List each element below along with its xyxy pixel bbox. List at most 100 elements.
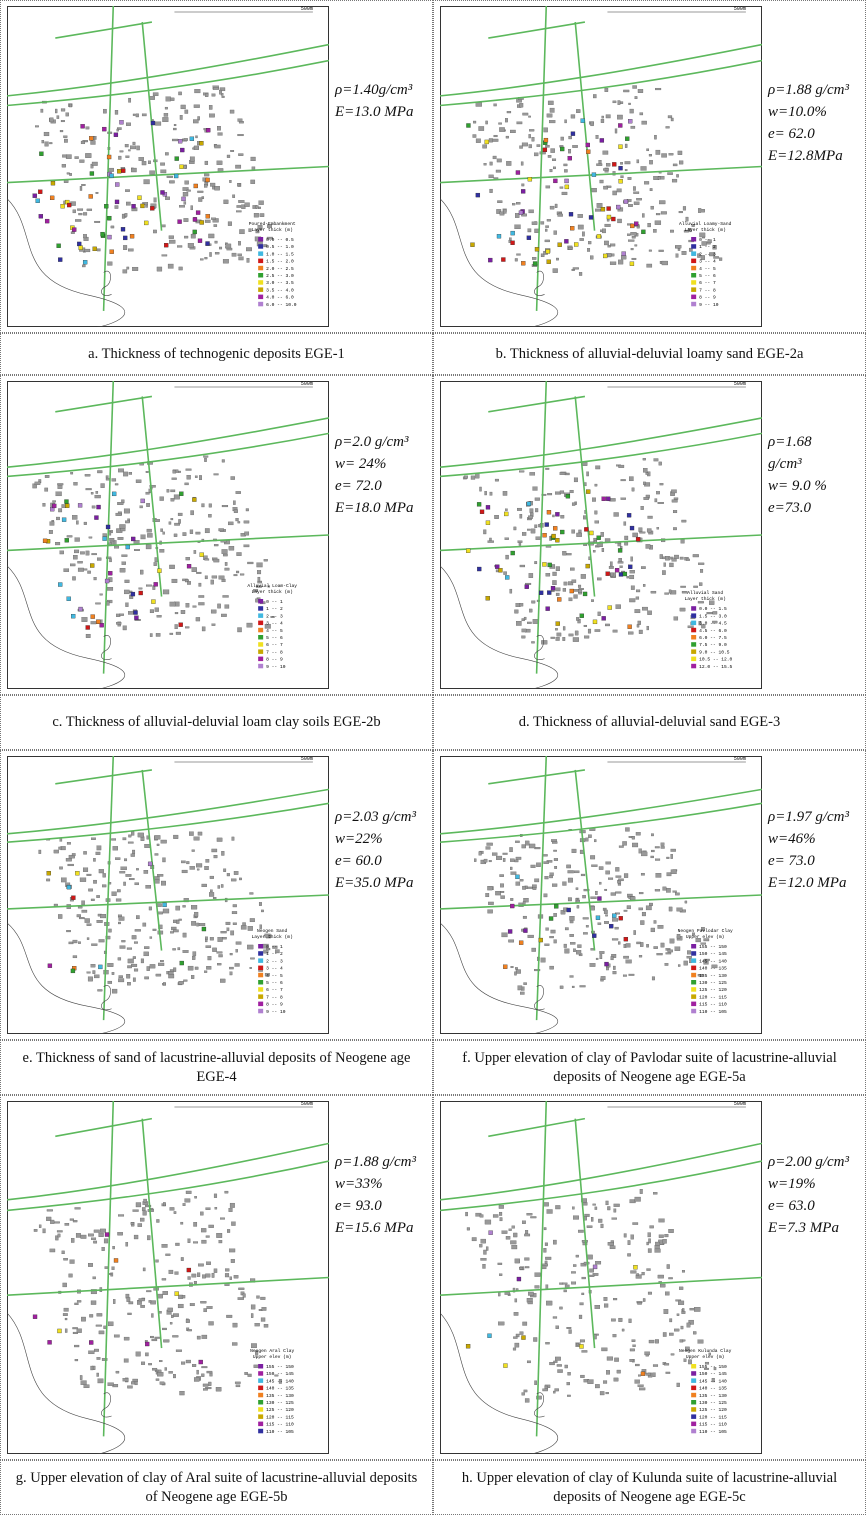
building bbox=[148, 1363, 151, 1365]
building bbox=[96, 192, 98, 194]
building bbox=[563, 588, 566, 591]
building bbox=[638, 89, 643, 92]
survey-point bbox=[33, 1315, 37, 1319]
survey-point bbox=[630, 526, 634, 530]
legend-swatch bbox=[691, 1002, 696, 1007]
building bbox=[608, 878, 613, 880]
building bbox=[588, 241, 591, 244]
building bbox=[97, 1313, 102, 1316]
building bbox=[93, 880, 96, 883]
building bbox=[551, 149, 555, 153]
legend-label: 9 -- 10 bbox=[266, 664, 286, 670]
building bbox=[184, 218, 189, 221]
survey-point bbox=[47, 871, 51, 875]
building bbox=[555, 1389, 559, 1392]
building bbox=[515, 967, 518, 969]
legend-label: 150 -- 145 bbox=[699, 1371, 727, 1377]
survey-point bbox=[504, 512, 508, 516]
building bbox=[179, 981, 184, 984]
survey-point bbox=[72, 228, 76, 232]
building bbox=[175, 612, 178, 614]
building bbox=[120, 946, 125, 949]
building bbox=[93, 1277, 96, 1279]
building bbox=[72, 853, 75, 855]
soil-parameters: ρ=1.40g/cm³E=13.0 MPa bbox=[335, 79, 413, 123]
building bbox=[601, 1348, 607, 1351]
building bbox=[545, 226, 548, 228]
building bbox=[601, 119, 604, 123]
building bbox=[524, 617, 526, 620]
building bbox=[607, 1206, 610, 1210]
legend-swatch bbox=[691, 237, 696, 242]
building bbox=[616, 605, 621, 609]
building bbox=[117, 129, 119, 131]
building bbox=[46, 879, 50, 881]
building bbox=[144, 946, 149, 948]
survey-point bbox=[543, 148, 547, 152]
survey-point bbox=[619, 166, 623, 170]
parameter: e= 72.0 bbox=[335, 475, 413, 497]
building bbox=[80, 552, 84, 555]
building bbox=[633, 186, 635, 190]
figure: 500mPoured-EmbankmentLayer thick (m)0.0 … bbox=[0, 0, 866, 1515]
building bbox=[682, 1308, 684, 1311]
building bbox=[63, 1258, 67, 1260]
legend-label: 135 -- 130 bbox=[266, 1393, 294, 1399]
legend-swatch bbox=[258, 1393, 263, 1398]
building bbox=[581, 874, 585, 876]
building bbox=[191, 511, 194, 515]
survey-point bbox=[75, 871, 79, 875]
survey-point bbox=[515, 875, 519, 879]
building bbox=[187, 475, 191, 479]
legend-swatch bbox=[258, 649, 263, 654]
parameter: e= 60.0 bbox=[335, 850, 416, 872]
building bbox=[683, 1340, 686, 1342]
parameter: e=73.0 bbox=[768, 497, 827, 519]
building bbox=[557, 1370, 562, 1373]
building bbox=[139, 588, 143, 590]
legend-swatch bbox=[258, 664, 263, 669]
legend-swatch bbox=[691, 628, 696, 633]
legend-label: 4.0 -- 6.0 bbox=[266, 295, 294, 301]
building bbox=[162, 117, 168, 121]
building bbox=[178, 1304, 183, 1308]
survey-point bbox=[112, 492, 116, 496]
parameter: ρ=2.03 g/cm³ bbox=[335, 806, 416, 828]
building bbox=[668, 1277, 672, 1279]
survey-point bbox=[137, 196, 141, 200]
building bbox=[673, 164, 677, 166]
legend-label: 110 -- 105 bbox=[699, 1429, 727, 1435]
building bbox=[598, 612, 601, 616]
building bbox=[630, 1271, 636, 1274]
survey-point bbox=[145, 1342, 149, 1346]
building bbox=[606, 1370, 610, 1374]
building bbox=[605, 915, 607, 917]
building bbox=[605, 224, 611, 227]
building bbox=[582, 462, 587, 466]
building bbox=[529, 134, 531, 138]
building bbox=[571, 115, 575, 119]
building bbox=[213, 87, 219, 89]
building bbox=[91, 1366, 94, 1370]
building bbox=[586, 838, 589, 841]
building bbox=[115, 110, 118, 114]
survey-point bbox=[83, 260, 87, 264]
building bbox=[615, 892, 621, 894]
building bbox=[236, 571, 239, 573]
building bbox=[173, 948, 176, 950]
survey-point bbox=[187, 564, 191, 568]
building bbox=[628, 1240, 631, 1244]
building bbox=[527, 1361, 531, 1363]
survey-point bbox=[521, 1336, 525, 1340]
survey-point bbox=[110, 250, 114, 254]
survey-point bbox=[178, 220, 182, 224]
survey-point bbox=[607, 215, 611, 219]
building bbox=[187, 190, 191, 192]
building bbox=[604, 910, 607, 914]
building bbox=[625, 161, 630, 164]
building bbox=[655, 499, 657, 502]
building bbox=[202, 627, 205, 631]
building bbox=[479, 1244, 482, 1247]
building bbox=[576, 1343, 579, 1345]
building bbox=[516, 254, 520, 256]
